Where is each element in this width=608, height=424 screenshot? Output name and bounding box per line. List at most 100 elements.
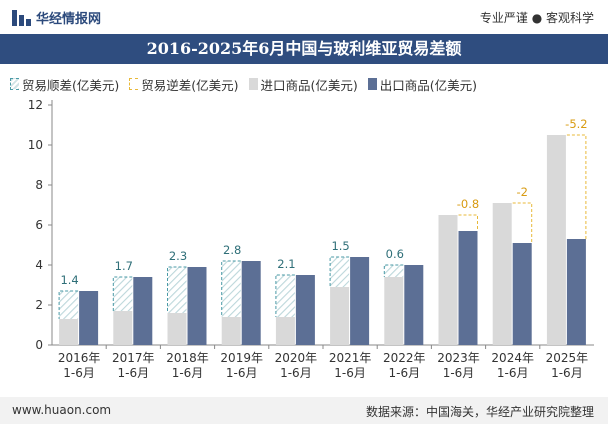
- legend-swatch-import: [248, 78, 258, 90]
- deficit-outline: [512, 202, 533, 243]
- chart-legend: 贸易顺差(亿美元) 贸易逆差(亿美元) 进口商品(亿美元) 出口商品(亿美元): [10, 74, 487, 94]
- import-bar: [167, 313, 187, 345]
- surplus-segment: [330, 257, 350, 287]
- x-tick-label: 2024年: [491, 351, 534, 365]
- footer: www.huaon.com 数据来源：中国海关，华经产业研究院整理: [0, 397, 608, 424]
- surplus-outline: [167, 266, 187, 313]
- surplus-outline: [329, 256, 350, 287]
- x-tick-label: 1-6月: [172, 366, 204, 380]
- surplus-segment: [384, 265, 404, 277]
- x-tick-label: 2017年: [112, 351, 155, 365]
- x-tick-label: 2018年: [166, 351, 209, 365]
- y-tick-label: 8: [35, 178, 43, 192]
- legend-item-import: 进口商品(亿美元): [248, 75, 358, 94]
- tagline: 专业严谨 ● 客观科学: [479, 11, 594, 25]
- import-bar: [59, 319, 79, 345]
- deficit-value-label: -5.2: [565, 117, 587, 131]
- export-bar: [458, 231, 478, 345]
- deficit-value-label: -0.8: [457, 197, 479, 211]
- bar-logo-icon: [12, 9, 31, 26]
- surplus-outline: [383, 264, 404, 277]
- export-bar: [350, 257, 370, 345]
- legend-swatch-surplus: [10, 78, 19, 90]
- x-tick-label: 1-6月: [280, 366, 312, 380]
- deficit-segment: [512, 203, 532, 243]
- x-tick-label: 1-6月: [117, 366, 149, 380]
- import-bar: [546, 135, 566, 345]
- surplus-value-label: 1.5: [331, 239, 349, 253]
- surplus-outline: [112, 276, 133, 311]
- y-tick-label: 12: [28, 98, 43, 112]
- deficit-outline: [458, 214, 478, 231]
- surplus-outline: [275, 274, 295, 317]
- import-bar: [438, 215, 458, 345]
- x-tick-label: 2025年: [546, 351, 589, 365]
- legend-label-export: 出口商品(亿美元): [379, 77, 478, 93]
- surplus-outline: [58, 290, 79, 319]
- legend-item-export: 出口商品(亿美元): [367, 75, 478, 94]
- legend-label-import: 进口商品(亿美元): [260, 77, 358, 93]
- site-logo[interactable]: 华经情报网: [12, 8, 101, 27]
- surplus-segment: [221, 261, 241, 317]
- import-bar: [275, 317, 295, 345]
- surplus-segment: [275, 275, 295, 317]
- surplus-value-label: 2.1: [277, 257, 295, 271]
- x-tick-label: 1-6月: [334, 366, 366, 380]
- legend-swatch-deficit: [129, 78, 139, 90]
- export-bar: [566, 239, 586, 345]
- legend-item-deficit: 贸易逆差(亿美元): [129, 75, 239, 94]
- footer-website[interactable]: www.huaon.com: [12, 403, 112, 417]
- x-tick-label: 1-6月: [497, 366, 529, 380]
- y-tick-label: 6: [35, 218, 43, 232]
- legend-label-surplus: 贸易顺差(亿美元): [22, 77, 120, 93]
- x-tick-label: 2023年: [437, 351, 480, 365]
- import-bar: [221, 317, 241, 345]
- y-tick-label: 10: [28, 138, 43, 152]
- export-bar: [295, 275, 315, 345]
- footer-source: 数据来源：中国海关，华经产业研究院整理: [365, 405, 594, 419]
- x-tick-label: 2022年: [383, 351, 426, 365]
- export-bar: [241, 261, 261, 345]
- surplus-segment: [59, 291, 79, 319]
- title-bar: 2016-2025年6月中国与玻利维亚贸易差额: [0, 34, 608, 64]
- chart-title: 2016-2025年6月中国与玻利维亚贸易差额: [146, 39, 462, 58]
- x-tick-label: 2020年: [275, 351, 318, 365]
- legend-item-surplus: 贸易顺差(亿美元): [10, 75, 119, 94]
- export-bar: [404, 265, 424, 345]
- y-tick-label: 4: [35, 258, 43, 272]
- legend-label-deficit: 贸易逆差(亿美元): [141, 77, 239, 93]
- surplus-segment: [167, 267, 187, 313]
- surplus-value-label: 1.4: [60, 273, 78, 287]
- surplus-value-label: 0.6: [386, 247, 404, 261]
- export-bar: [133, 277, 153, 345]
- y-tick-label: 2: [35, 298, 43, 312]
- import-bar: [113, 311, 133, 345]
- import-bar: [492, 203, 512, 345]
- import-bar: [330, 287, 350, 345]
- export-bar: [187, 267, 207, 345]
- x-tick-label: 2021年: [329, 351, 372, 365]
- export-bar: [512, 243, 532, 345]
- surplus-value-label: 2.8: [223, 243, 241, 257]
- surplus-outline: [221, 260, 241, 317]
- y-tick-label: 0: [35, 338, 43, 352]
- export-bar: [79, 291, 99, 345]
- x-tick-label: 1-6月: [443, 366, 475, 380]
- site-name: 华经情报网: [36, 12, 102, 27]
- deficit-segment: [566, 135, 586, 239]
- x-tick-label: 2016年: [58, 351, 101, 365]
- legend-swatch-export: [367, 78, 377, 90]
- deficit-segment: [458, 215, 478, 231]
- import-bar: [384, 277, 404, 345]
- surplus-value-label: 2.3: [169, 249, 187, 263]
- surplus-value-label: 1.7: [115, 259, 133, 273]
- deficit-outline: [566, 134, 587, 239]
- x-tick-label: 1-6月: [63, 366, 95, 380]
- x-tick-label: 1-6月: [551, 366, 583, 380]
- top-bar: 华经情报网 专业严谨 ● 客观科学: [0, 0, 608, 34]
- surplus-segment: [113, 277, 133, 311]
- x-tick-label: 2019年: [220, 351, 263, 365]
- x-tick-label: 1-6月: [226, 366, 258, 380]
- deficit-value-label: -2: [516, 185, 527, 199]
